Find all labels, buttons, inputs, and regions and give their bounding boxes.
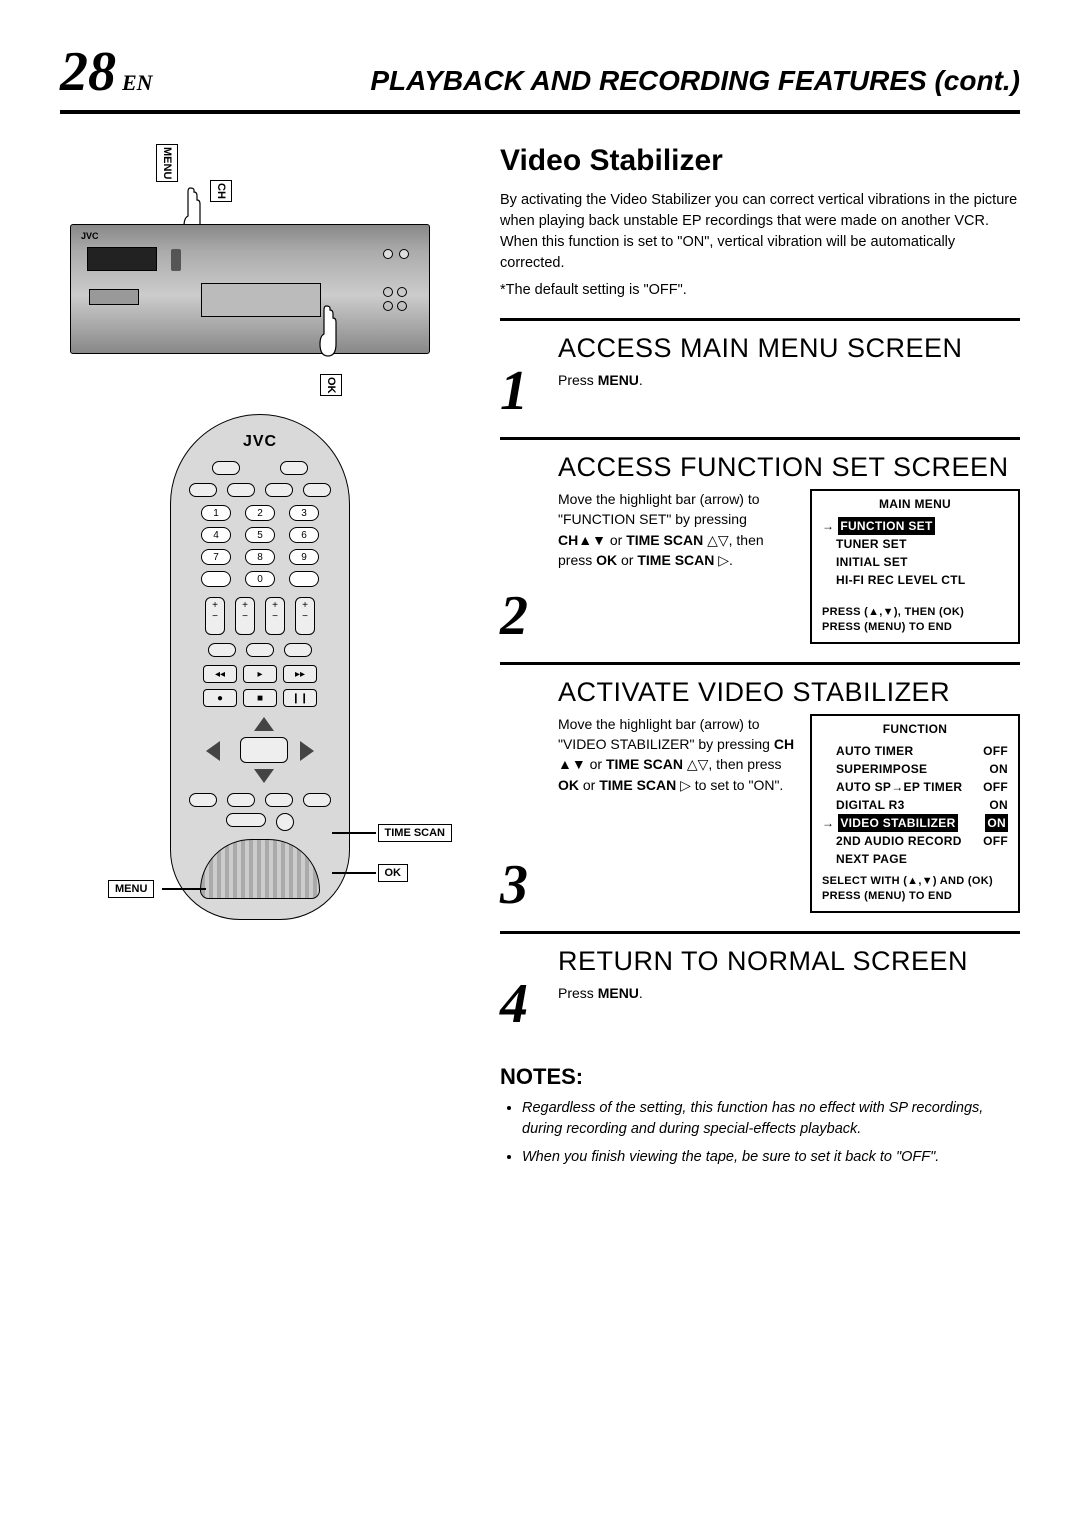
step-title: RETURN TO NORMAL SCREEN [558,946,1020,977]
step-4: 4 RETURN TO NORMAL SCREEN Press MENU. [500,931,1020,1050]
remote-numpad: 123 456 789 0 [185,505,335,587]
step-number: 3 [500,677,542,913]
notes-list: Regardless of the setting, this function… [500,1098,1020,1169]
vcr-display [87,247,157,271]
content-column: Video Stabilizer By activating the Video… [500,144,1020,1175]
remote-dpad [200,715,320,785]
section-title: Video Stabilizer [500,144,1020,178]
vcr-illustration: MENU CH JVC [60,144,440,384]
intro-text: By activating the Video Stabilizer you c… [500,190,1020,274]
vcr-label-menu: MENU [156,144,178,182]
vcr-controls [171,249,181,271]
page: 28 EN PLAYBACK AND RECORDING FEATURES (c… [0,0,1080,1235]
step-1: 1 ACCESS MAIN MENU SCREEN Press MENU. [500,318,1020,437]
page-language: EN [122,70,153,96]
note-item: When you finish viewing the tape, be sur… [522,1147,1020,1169]
notes-title: NOTES: [500,1064,1020,1090]
vcr-label-ok: OK [320,374,342,397]
remote-jog-dial [200,839,320,899]
vcr-body: JVC [70,224,430,354]
remote-brand: JVC [185,433,335,451]
screen-title: MAIN MENU [822,497,1008,511]
step-number: 4 [500,946,542,1032]
main-menu-screen: MAIN MENU →FUNCTION SET TUNER SET INITIA… [810,489,1020,644]
vcr-slot [89,289,139,305]
step-2: 2 ACCESS FUNCTION SET SCREEN Move the hi… [500,437,1020,662]
page-number: 28 [60,40,116,104]
remote-transport: ◂◂▸▸▸ ●■❙❙ [185,665,335,707]
hand-icon [316,304,340,359]
step-text: Move the highlight bar (arrow) to "VIDEO… [558,714,796,795]
vcr-brand: JVC [81,231,99,241]
step-3: 3 ACTIVATE VIDEO STABILIZER Move the hig… [500,662,1020,931]
step-number: 2 [500,452,542,644]
vcr-label-ch: CH [210,180,232,202]
remote-label-ok: OK [378,864,409,882]
header-title: PLAYBACK AND RECORDING FEATURES (cont.) [370,65,1020,97]
vcr-tape-door [201,283,321,317]
note-item: Regardless of the setting, this function… [522,1098,1020,1142]
remote-label-timescan: TIME SCAN [378,824,453,842]
remote-illustration: JVC 123 456 789 0 +−+−+−+− [130,414,390,920]
remote-body: JVC 123 456 789 0 +−+−+−+− [170,414,350,920]
page-header: 28 EN PLAYBACK AND RECORDING FEATURES (c… [60,40,1020,114]
illustrations-column: MENU CH JVC [60,144,460,1175]
vcr-buttons [383,249,409,259]
step-title: ACCESS MAIN MENU SCREEN [558,333,1020,364]
remote-label-menu: MENU [108,880,154,898]
step-title: ACCESS FUNCTION SET SCREEN [558,452,1020,483]
step-text: Press MENU. [558,370,1020,390]
screen-title: FUNCTION [822,722,1008,736]
step-text: Press MENU. [558,983,1020,1003]
step-title: ACTIVATE VIDEO STABILIZER [558,677,1020,708]
default-setting-text: *The default setting is "OFF". [500,282,1020,298]
remote-rockers: +−+−+−+− [185,597,335,635]
step-text: Move the highlight bar (arrow) to "FUNCT… [558,489,796,570]
function-screen: FUNCTION AUTO TIMEROFF SUPERIMPOSEON AUT… [810,714,1020,913]
step-number: 1 [500,333,542,419]
